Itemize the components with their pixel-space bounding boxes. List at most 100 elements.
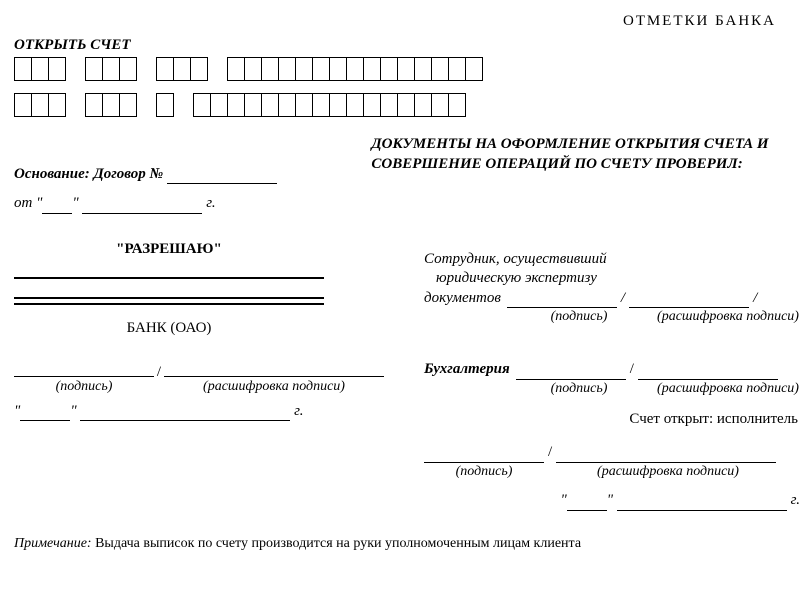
code-box[interactable] [227, 57, 245, 81]
code-box[interactable] [363, 57, 381, 81]
doc-check-title: ДОКУМЕНТЫ НА ОФОРМЛЕНИЕ ОТКРЫТИЯ СЧЕТА И… [361, 135, 786, 174]
code-box[interactable] [193, 93, 211, 117]
right-date-line: "" г. [424, 491, 800, 511]
expert-decoding-field[interactable] [629, 293, 749, 308]
code-box[interactable] [431, 57, 449, 81]
code-box[interactable] [173, 57, 191, 81]
opened-decoding-field[interactable] [556, 448, 776, 463]
right-day-field[interactable] [567, 496, 607, 511]
code-box[interactable] [244, 57, 262, 81]
code-box[interactable] [31, 93, 49, 117]
account-opened-label: Счет открыт: исполнитель [424, 410, 800, 430]
opened-decoding-label: (расшифровка подписи) [558, 463, 778, 481]
code-box[interactable] [261, 93, 279, 117]
allow-line-3[interactable] [14, 303, 324, 305]
code-box[interactable] [431, 93, 449, 117]
expert-signature-label: (подпись) [524, 308, 634, 326]
code-box[interactable] [119, 93, 137, 117]
code-box[interactable] [397, 57, 415, 81]
code-box[interactable] [329, 93, 347, 117]
slash: / [154, 361, 164, 396]
left-month-field[interactable] [80, 406, 290, 421]
code-box[interactable] [465, 57, 483, 81]
code-box[interactable] [190, 57, 208, 81]
accounting-signature-label: (подпись) [524, 380, 634, 398]
allow-line-2[interactable] [14, 297, 324, 299]
code-box[interactable] [210, 93, 228, 117]
box-gap [208, 57, 228, 81]
expert-decoding-label: (расшифровка подписи) [648, 308, 800, 326]
opened-signature-field[interactable] [424, 448, 544, 463]
code-box[interactable] [295, 57, 313, 81]
contract-number-field[interactable] [167, 169, 277, 184]
box-gap [66, 57, 86, 81]
code-box[interactable] [48, 93, 66, 117]
code-box[interactable] [278, 93, 296, 117]
accounting-decoding-field[interactable] [638, 365, 778, 380]
code-box[interactable] [312, 57, 330, 81]
bank-marks: ОТМЕТКИ БАНКА [14, 12, 786, 32]
opened-signature-label: (подпись) [424, 463, 544, 481]
expert-line3: документов [424, 289, 501, 309]
month-field[interactable] [82, 199, 202, 214]
bank-oao: БАНК (ОАО) [14, 319, 324, 339]
slash: / [626, 360, 638, 380]
left-decoding-label: (расшифровка подписи) [164, 378, 384, 396]
code-box[interactable] [278, 57, 296, 81]
left-date-line: "" г. [14, 402, 414, 422]
date-from-line: от "" г. [14, 194, 786, 214]
box-gap [137, 57, 157, 81]
allow-title: "РАЗРЕШАЮ" [14, 240, 324, 260]
account-code-boxes-row2 [14, 93, 786, 117]
allow-line-1[interactable] [14, 277, 324, 279]
basis-label: Основание: Договор № [14, 166, 167, 182]
left-day-field[interactable] [20, 406, 70, 421]
code-box[interactable] [448, 93, 466, 117]
code-box[interactable] [261, 57, 279, 81]
code-box[interactable] [295, 93, 313, 117]
right-month-field[interactable] [617, 496, 787, 511]
code-box[interactable] [14, 57, 32, 81]
code-box[interactable] [102, 57, 120, 81]
code-box[interactable] [448, 57, 466, 81]
code-box[interactable] [312, 93, 330, 117]
code-box[interactable] [156, 93, 174, 117]
slash: / [544, 443, 556, 463]
slash: / [749, 289, 757, 309]
code-box[interactable] [85, 93, 103, 117]
account-code-boxes-row1 [14, 57, 786, 81]
code-box[interactable] [31, 57, 49, 81]
day-field[interactable] [42, 199, 72, 214]
code-box[interactable] [119, 57, 137, 81]
code-box[interactable] [380, 57, 398, 81]
code-box[interactable] [244, 93, 262, 117]
left-signature-field[interactable] [14, 361, 154, 377]
code-box[interactable] [380, 93, 398, 117]
code-box[interactable] [85, 57, 103, 81]
code-box[interactable] [414, 57, 432, 81]
slash: / [617, 289, 629, 309]
accounting-label: Бухгалтерия [424, 360, 510, 380]
code-box[interactable] [414, 93, 432, 117]
left-decoding-field[interactable] [164, 361, 384, 377]
box-gap [174, 93, 194, 117]
code-box[interactable] [156, 57, 174, 81]
code-box[interactable] [397, 93, 415, 117]
code-box[interactable] [102, 93, 120, 117]
open-account-title: ОТКРЫТЬ СЧЕТ [14, 36, 786, 56]
code-box[interactable] [346, 93, 364, 117]
code-box[interactable] [346, 57, 364, 81]
note-line: Примечание: Выдача выписок по счету прои… [14, 535, 786, 553]
expert-line1: Сотрудник, осуществивший [424, 250, 800, 270]
expert-line2: юридическую экспертизу [424, 269, 800, 289]
box-gap [137, 93, 157, 117]
code-box[interactable] [329, 57, 347, 81]
accounting-signature-field[interactable] [516, 365, 626, 380]
expert-signature-field[interactable] [507, 293, 617, 308]
code-box[interactable] [227, 93, 245, 117]
code-box[interactable] [14, 93, 32, 117]
code-box[interactable] [48, 57, 66, 81]
accounting-decoding-label: (расшифровка подписи) [648, 380, 800, 398]
left-signature-label: (подпись) [14, 378, 154, 396]
code-box[interactable] [363, 93, 381, 117]
